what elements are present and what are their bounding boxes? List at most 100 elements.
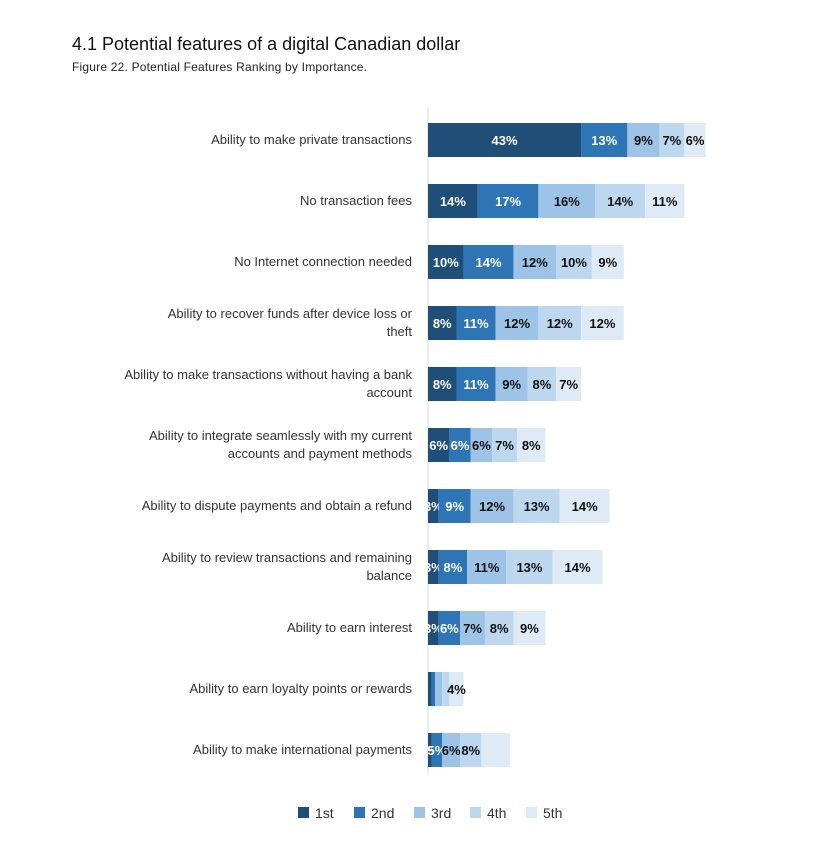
category-label: Ability to review transactions and remai… xyxy=(162,550,412,583)
bar-segment-5th xyxy=(552,550,603,584)
bar-segment-5th xyxy=(559,489,610,523)
category-label: Ability to dispute payments and obtain a… xyxy=(142,498,412,513)
data-label: 8% xyxy=(522,438,541,453)
category-label: Ability to make private transactions xyxy=(211,132,412,147)
data-label: 8% xyxy=(444,560,463,575)
bar-segment-2nd xyxy=(449,428,471,462)
data-label: 6% xyxy=(451,438,470,453)
bar-segment-3rd xyxy=(460,611,485,645)
category-label: Ability to make transactions without hav… xyxy=(124,367,412,400)
bar-segment-1st xyxy=(428,428,450,462)
data-label: 12% xyxy=(589,316,615,331)
category-label: No transaction fees xyxy=(300,193,413,208)
data-label: 5% xyxy=(428,743,447,758)
legend-label-2nd: 2nd xyxy=(371,805,394,821)
legend-label-3rd: 3rd xyxy=(431,805,451,821)
data-label: 13% xyxy=(524,499,550,514)
data-label: 9% xyxy=(520,621,539,636)
bar-segment-3rd xyxy=(627,123,660,157)
bar-segment-2nd xyxy=(456,306,496,340)
bar-segment-4th xyxy=(506,550,553,584)
data-label: 17% xyxy=(495,194,521,209)
data-label: 8% xyxy=(433,377,452,392)
bar-segment-5th xyxy=(645,184,685,218)
category-label: Ability to earn loyalty points or reward… xyxy=(189,681,412,696)
legend-swatch-3rd xyxy=(414,807,425,818)
data-label: 12% xyxy=(547,316,573,331)
bar-segment-3rd xyxy=(495,306,539,340)
bar-segment-1st xyxy=(428,367,457,401)
data-label: 11% xyxy=(463,316,489,331)
legend-swatch-4th xyxy=(470,807,481,818)
data-label: 14% xyxy=(572,499,598,514)
data-label: 13% xyxy=(591,133,617,148)
bar-segment-1st xyxy=(428,184,478,218)
data-label: 11% xyxy=(652,194,678,209)
bar-segment-3rd xyxy=(495,367,528,401)
category-label: Ability to integrate seamlessly with my … xyxy=(149,428,412,461)
legend-swatch-5th xyxy=(526,807,537,818)
bar-segment-5th xyxy=(556,367,582,401)
bar-segment-5th xyxy=(591,245,624,279)
bar-segment-5th xyxy=(581,306,624,340)
bar-segment-4th xyxy=(492,428,517,462)
data-label: 9% xyxy=(598,255,617,270)
legend-label-1st: 1st xyxy=(315,805,334,821)
bar-segment-5th xyxy=(481,733,510,767)
data-label: 9% xyxy=(445,499,464,514)
data-label: 3% xyxy=(424,560,443,575)
data-label: 10% xyxy=(433,255,459,270)
category-label: Ability to earn interest xyxy=(287,620,412,635)
bar-segment-1st xyxy=(428,672,432,706)
chart-title: 4.1 Potential features of a digital Cana… xyxy=(72,34,461,54)
data-label: 13% xyxy=(516,560,542,575)
data-label: 6% xyxy=(472,438,491,453)
legend-swatch-2nd xyxy=(354,807,365,818)
bar-segment-2nd xyxy=(463,245,514,279)
category-label: Ability to recover funds after device lo… xyxy=(168,306,413,339)
data-label: 9% xyxy=(634,133,653,148)
data-label: 43% xyxy=(492,133,518,148)
bar-segment-4th xyxy=(442,672,450,706)
bar-segment-4th xyxy=(556,245,592,279)
data-label: 3% xyxy=(424,499,443,514)
data-label: 8% xyxy=(533,377,552,392)
data-label: 11% xyxy=(474,560,500,575)
bar-segment-4th xyxy=(527,367,557,401)
bar-segment-2nd xyxy=(438,489,471,523)
data-label: 6% xyxy=(429,438,448,453)
bar-segment-2nd xyxy=(581,123,628,157)
bar-segment-1st xyxy=(428,611,439,645)
bar-segment-3rd xyxy=(435,672,443,706)
data-label: 12% xyxy=(479,499,505,514)
bar-segment-5th xyxy=(449,672,464,706)
data-label: 4% xyxy=(447,682,466,697)
bar-segment-2nd xyxy=(431,672,436,706)
bar-segment-4th xyxy=(484,611,514,645)
data-label: 8% xyxy=(461,743,480,758)
bar-segment-4th xyxy=(460,733,482,767)
data-label: 7% xyxy=(559,377,578,392)
bar-segment-2nd xyxy=(477,184,539,218)
bar-segment-1st xyxy=(428,550,439,584)
data-label: 14% xyxy=(565,560,591,575)
bar-segment-3rd xyxy=(513,245,557,279)
legend-label-5th: 5th xyxy=(543,805,562,821)
bar-segment-1st xyxy=(428,733,432,767)
bar-segment-4th xyxy=(659,123,685,157)
data-label: 3% xyxy=(424,621,443,636)
bar-segment-5th xyxy=(517,428,546,462)
bar-segment-1st xyxy=(428,489,439,523)
bar-segment-5th xyxy=(513,611,546,645)
bar-segment-2nd xyxy=(438,611,461,645)
data-label: 7% xyxy=(463,621,482,636)
bar-segment-4th xyxy=(595,184,646,218)
bar-segment-1st xyxy=(428,123,582,157)
bar-segment-3rd xyxy=(470,489,514,523)
data-label: 8% xyxy=(433,316,452,331)
bar-segment-4th xyxy=(538,306,582,340)
data-label: 6% xyxy=(686,133,705,148)
bar-segment-2nd xyxy=(456,367,496,401)
chart-subtitle: Figure 22. Potential Features Ranking by… xyxy=(72,60,368,74)
